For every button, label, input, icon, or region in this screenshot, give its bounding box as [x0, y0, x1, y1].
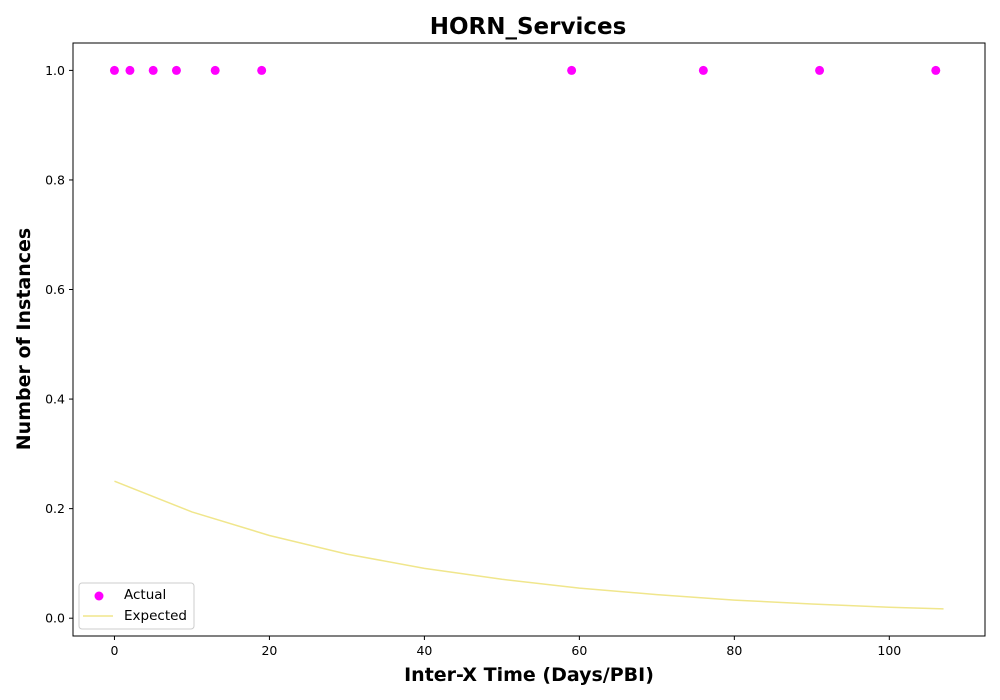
chart-title: HORN_Services [430, 14, 627, 40]
legend-expected-label: Expected [124, 608, 187, 624]
legend-actual-label: Actual [124, 587, 166, 603]
y-tick-label: 0.8 [45, 172, 65, 187]
actual-point [698, 65, 708, 75]
plot-area: 0 20 40 60 80 100 0.0 0.2 0.4 0.6 0.8 1.0 [45, 42, 986, 658]
y-tick-label: 1.0 [45, 63, 65, 78]
actual-point [125, 65, 135, 75]
plot-frame [72, 42, 986, 637]
actual-point [931, 65, 941, 75]
y-axis-ticks: 0.0 0.2 0.4 0.6 0.8 1.0 [45, 63, 73, 626]
actual-point [171, 65, 181, 75]
x-tick-label: 40 [416, 643, 432, 658]
x-tick-label: 60 [571, 643, 587, 658]
legend-box [78, 582, 195, 630]
actual-points-layer [109, 65, 941, 75]
legend-actual-marker [94, 591, 104, 601]
actual-point [257, 65, 267, 75]
y-tick-label: 0.2 [45, 501, 65, 516]
x-tick-label: 80 [726, 643, 742, 658]
actual-point [210, 65, 220, 75]
x-tick-label: 20 [261, 643, 277, 658]
y-tick-label: 0.0 [45, 611, 65, 626]
expected-line [114, 480, 944, 610]
x-tick-label: 0 [110, 643, 118, 658]
actual-point [815, 65, 825, 75]
y-tick-label: 0.4 [45, 392, 65, 407]
x-axis-ticks: 0 20 40 60 80 100 [110, 636, 901, 658]
actual-point [567, 65, 577, 75]
y-axis-label: Number of Instances [13, 228, 35, 450]
actual-point [109, 65, 119, 75]
expected-line-layer [114, 480, 944, 610]
actual-point [148, 65, 158, 75]
x-axis-label: Inter-X Time (Days/PBI) [404, 664, 654, 686]
y-tick-label: 0.6 [45, 282, 65, 297]
x-tick-label: 100 [877, 643, 901, 658]
legend: Actual Expected [78, 582, 195, 630]
